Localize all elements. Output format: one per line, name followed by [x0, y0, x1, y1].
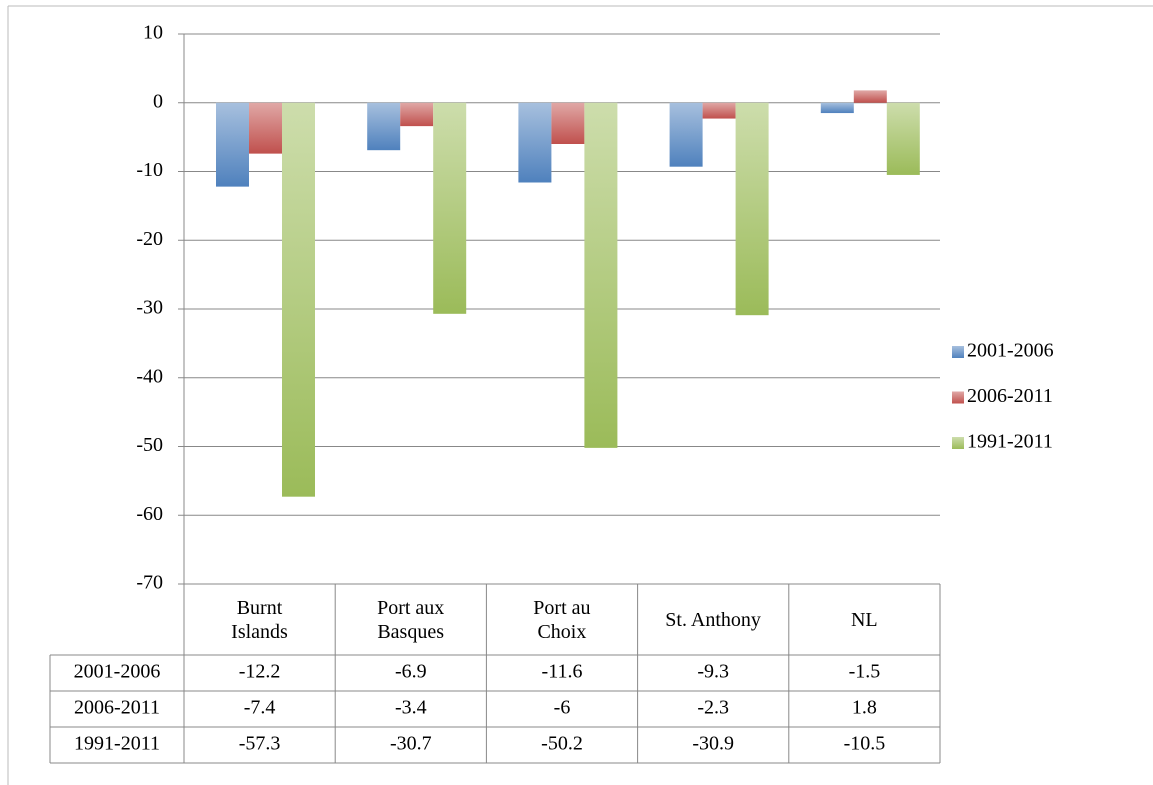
table-value: -1.5 [849, 661, 881, 683]
table-value: 1.8 [852, 697, 877, 719]
table-value: -12.2 [239, 661, 281, 683]
bar [518, 102, 552, 183]
y-tick-label: -30 [136, 297, 163, 319]
y-tick-label: 0 [153, 90, 163, 112]
x-tick-label: NL [850, 608, 878, 631]
y-tick-label: -20 [136, 228, 163, 250]
row-label: 1991-2011 [74, 733, 160, 755]
x-tick-label: Port aux Basques [377, 596, 445, 643]
category-cell: Burnt Islands [231, 596, 288, 643]
row-label: 2001-2006 [74, 661, 161, 683]
bar [886, 102, 920, 175]
bar [249, 102, 282, 154]
category-cell: Port au Choix [533, 596, 591, 643]
legend-label: 2006-2011 [967, 385, 1053, 407]
table-value: -11.6 [542, 661, 583, 683]
x-tick-label: St. Anthony [665, 608, 761, 631]
legend-swatch [952, 391, 964, 404]
legend-swatch [952, 346, 964, 358]
y-tick-label: -70 [136, 572, 163, 594]
legend-label: 1991-2011 [967, 431, 1053, 453]
table-value: -7.4 [244, 697, 276, 719]
table-value: -2.3 [697, 697, 729, 719]
table-value: -30.7 [390, 733, 432, 755]
bar [551, 102, 585, 144]
y-tick-label: 10 [143, 22, 163, 44]
bar [584, 102, 618, 448]
bar [669, 102, 703, 167]
legend-label: 2001-2006 [967, 340, 1054, 362]
table-value: -50.2 [541, 733, 583, 755]
bar [820, 102, 854, 114]
bar [282, 102, 315, 497]
table-value: -30.9 [692, 733, 734, 755]
bar [735, 102, 769, 316]
bar [367, 102, 401, 151]
bar [702, 102, 736, 119]
table-value: -6 [554, 697, 571, 719]
y-tick-label: -40 [136, 365, 163, 387]
category-cell: St. Anthony [665, 608, 761, 631]
bar [216, 102, 249, 187]
bar [400, 102, 434, 127]
bar [853, 90, 887, 103]
table-value: -3.4 [395, 697, 427, 719]
table-value: -9.3 [697, 661, 729, 683]
category-cell: NL [850, 608, 878, 631]
x-tick-label: Port au Choix [533, 596, 591, 643]
table-value: -57.3 [239, 733, 281, 755]
y-tick-label: -50 [136, 434, 163, 456]
category-cell: Port aux Basques [377, 596, 445, 643]
x-tick-label: Burnt Islands [231, 596, 288, 643]
y-tick-label: -10 [136, 159, 163, 181]
table-value: -6.9 [395, 661, 427, 683]
y-tick-label: -60 [136, 503, 163, 525]
bar [433, 102, 467, 314]
row-label: 2006-2011 [74, 697, 160, 719]
table-value: -10.5 [844, 733, 886, 755]
legend-swatch [952, 437, 964, 449]
